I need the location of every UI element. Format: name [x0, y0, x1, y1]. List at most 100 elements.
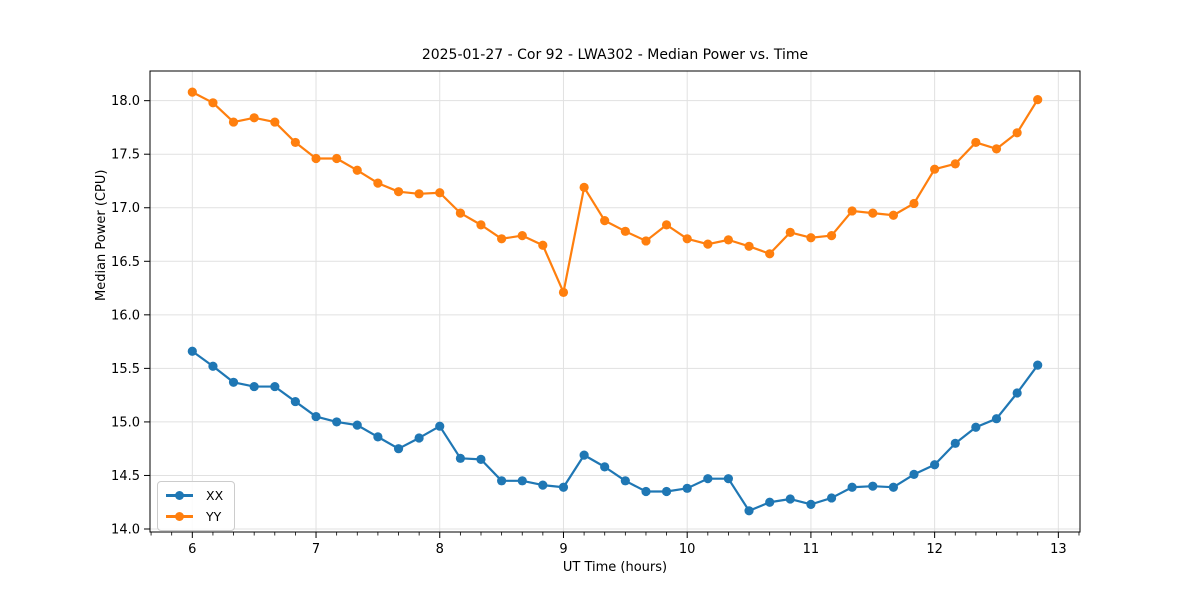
y-tick-label: 17.0: [111, 201, 140, 216]
legend-item-yy: YY: [166, 508, 223, 525]
data-point-yy: [765, 249, 775, 259]
data-point-yy: [744, 241, 754, 251]
data-point-yy: [600, 216, 610, 226]
data-point-yy: [641, 236, 651, 246]
data-point-xx: [909, 469, 919, 479]
data-point-xx: [682, 483, 692, 493]
data-point-xx: [888, 482, 899, 492]
data-point-yy: [476, 220, 486, 230]
data-point-yy: [249, 113, 259, 123]
data-point-yy: [971, 137, 981, 148]
data-point-yy: [517, 230, 527, 241]
data-point-xx: [558, 482, 569, 492]
data-point-yy: [311, 153, 321, 164]
data-point-yy: [1012, 128, 1022, 138]
data-point-yy: [723, 235, 733, 245]
legend-marker-xx-icon: [166, 491, 193, 500]
data-point-xx: [249, 381, 259, 392]
data-point-yy: [806, 233, 816, 243]
data-point-yy: [187, 87, 197, 97]
legend: XX YY: [157, 481, 236, 531]
data-point-xx: [930, 460, 940, 470]
y-tick-label: 18.0: [111, 94, 140, 109]
data-point-yy: [435, 188, 445, 198]
data-point-xx: [950, 438, 960, 448]
data-point-xx: [868, 481, 878, 491]
data-point-yy: [497, 234, 507, 244]
x-tick-label: 11: [803, 542, 820, 557]
data-point-xx: [1012, 388, 1022, 398]
data-point-yy: [208, 98, 218, 108]
data-point-xx: [847, 482, 857, 492]
y-tick-label: 16.5: [111, 255, 140, 270]
data-point-xx: [455, 453, 466, 463]
data-point-xx: [270, 381, 280, 392]
x-axis-label: UT Time (hours): [562, 560, 668, 575]
x-tick-label: 6: [188, 542, 196, 557]
data-point-xx: [497, 476, 507, 486]
data-point-yy: [847, 206, 857, 216]
data-point-yy: [414, 189, 424, 199]
data-point-xx: [1033, 360, 1043, 370]
y-tick-label: 14.5: [111, 469, 140, 484]
data-point-xx: [311, 411, 321, 422]
data-point-xx: [517, 476, 527, 486]
data-point-yy: [826, 230, 837, 241]
y-tick-label: 15.0: [111, 415, 140, 430]
data-point-xx: [806, 499, 816, 509]
legend-item-xx: XX: [166, 487, 223, 504]
data-point-xx: [579, 450, 589, 460]
data-point-xx: [826, 493, 837, 503]
data-point-yy: [558, 287, 569, 297]
data-point-yy: [290, 137, 300, 148]
data-point-xx: [228, 377, 239, 387]
data-point-xx: [765, 497, 775, 507]
data-point-xx: [332, 417, 342, 427]
data-point-yy: [393, 187, 404, 197]
y-tick-label: 14.0: [111, 523, 140, 538]
data-point-yy: [352, 165, 362, 175]
data-point-yy: [661, 220, 672, 230]
plot-border: [149, 70, 1081, 533]
data-point-yy: [682, 234, 692, 244]
data-point-yy: [455, 208, 466, 218]
data-point-yy: [888, 210, 899, 220]
series-line-xx: [191, 350, 1039, 512]
legend-label-xx: XX: [206, 488, 224, 503]
data-point-yy: [228, 117, 239, 127]
data-point-xx: [352, 420, 362, 430]
x-tick-label: 8: [436, 542, 444, 557]
data-point-xx: [290, 396, 300, 407]
data-point-yy: [950, 159, 960, 169]
data-point-xx: [435, 421, 445, 431]
data-point-xx: [703, 474, 713, 484]
data-point-xx: [991, 414, 1002, 424]
x-tick-label: 9: [559, 542, 567, 557]
y-tick-label: 16.0: [111, 308, 140, 323]
data-point-xx: [414, 433, 424, 443]
x-tick-label: 10: [679, 542, 696, 557]
x-tick-label: 7: [312, 542, 320, 557]
data-point-xx: [538, 480, 548, 490]
data-point-yy: [373, 178, 383, 188]
data-point-yy: [785, 227, 795, 237]
data-point-xx: [187, 346, 197, 356]
data-point-yy: [930, 164, 940, 174]
data-point-xx: [785, 494, 795, 504]
data-point-yy: [538, 240, 548, 250]
data-point-xx: [641, 486, 651, 497]
data-point-yy: [909, 198, 919, 209]
data-point-xx: [393, 444, 404, 454]
data-point-yy: [703, 239, 713, 249]
x-tick-label: 12: [926, 542, 943, 557]
data-point-xx: [476, 454, 486, 464]
legend-label-yy: YY: [206, 509, 222, 524]
data-point-yy: [620, 226, 630, 236]
data-point-yy: [991, 144, 1002, 154]
data-point-xx: [723, 474, 733, 484]
data-point-xx: [600, 462, 610, 472]
data-point-xx: [971, 422, 981, 432]
data-point-xx: [620, 476, 630, 486]
